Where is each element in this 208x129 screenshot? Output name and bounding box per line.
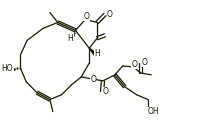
- Text: HO: HO: [2, 64, 13, 73]
- Text: O: O: [90, 75, 96, 84]
- Text: H: H: [94, 49, 100, 58]
- Text: O: O: [83, 12, 89, 21]
- Text: O: O: [141, 58, 147, 67]
- Text: O: O: [131, 59, 137, 68]
- Text: O: O: [107, 10, 113, 19]
- Text: H: H: [68, 34, 73, 43]
- Text: OH: OH: [147, 107, 159, 116]
- Text: O: O: [103, 87, 109, 96]
- Polygon shape: [89, 48, 96, 55]
